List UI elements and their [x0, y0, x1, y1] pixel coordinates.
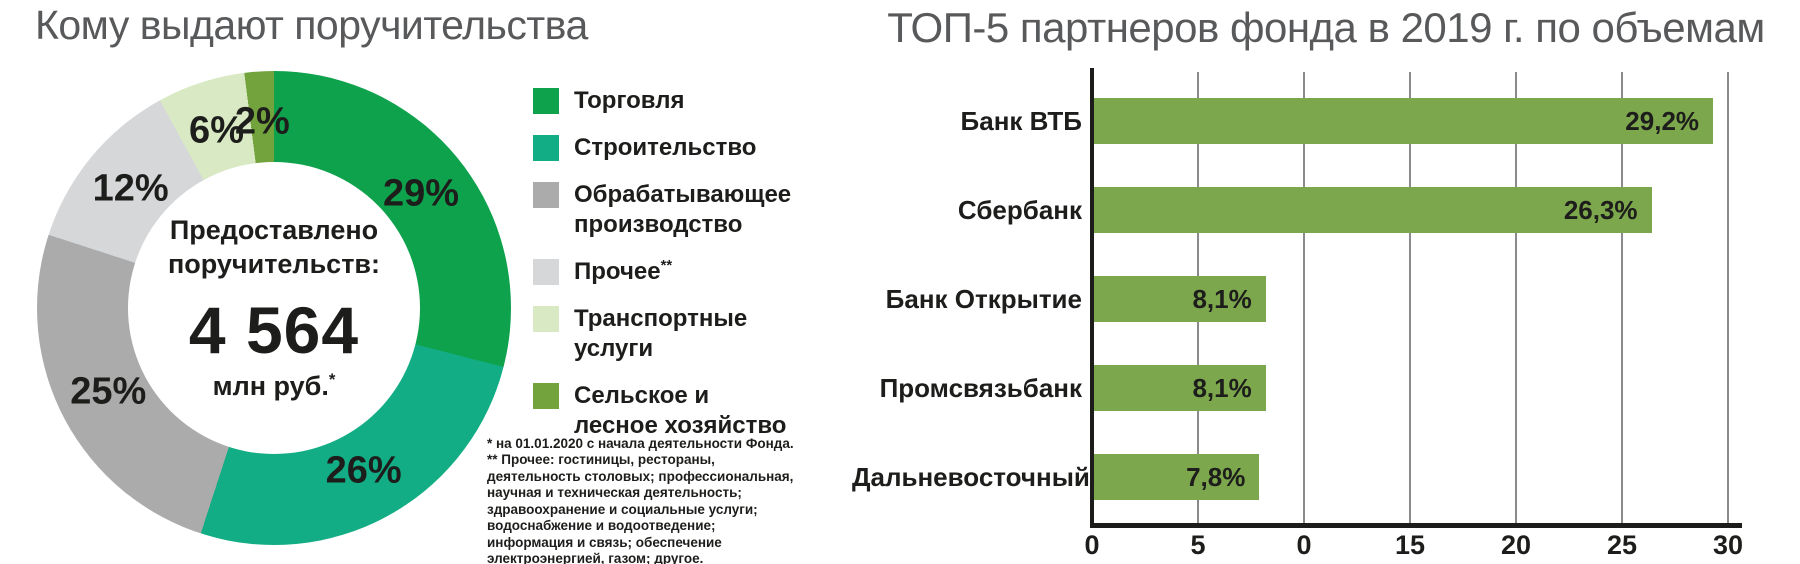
bar: 8,1% — [1094, 276, 1266, 322]
x-axis-tick-label: 0 — [1084, 530, 1100, 560]
x-axis-tick-label: 0 — [1296, 530, 1312, 560]
legend-item-label: Сельское и лесное хозяйство — [574, 382, 787, 439]
gridline — [1303, 72, 1305, 523]
bar-value-label: 8,1% — [1192, 284, 1252, 314]
gridline — [1515, 72, 1517, 523]
donut-chart-panel: Кому выдают поручительства Предоставлено… — [0, 0, 852, 564]
bar-value-label: 26,3% — [1563, 195, 1638, 225]
bar: 7,8% — [1094, 454, 1260, 500]
bar-value-label: 8,1% — [1192, 373, 1252, 403]
legend-color-swatch — [533, 259, 559, 285]
legend-footnote-marker: ** — [660, 258, 673, 274]
legend-item-label: Прочее** — [574, 258, 673, 285]
donut-percent-label: 25% — [70, 370, 147, 413]
donut-center-value: 4 564 — [188, 292, 360, 367]
donut-legend: Торговля Строительство Обрабатывающее прои… — [533, 86, 833, 458]
legend-item: Прочее** — [533, 257, 833, 287]
donut-center: Предоставлено поручительств: 4 564 млн р… — [128, 162, 420, 454]
x-axis-tick-label: 15 — [1394, 530, 1426, 560]
donut-percent-label: 12% — [92, 167, 169, 210]
bar: 8,1% — [1094, 365, 1266, 411]
donut-chart-title: Кому выдают поручительства — [35, 2, 588, 48]
donut-percent-label: 26% — [325, 449, 402, 492]
legend-item: Транспортные услуги — [533, 304, 833, 364]
bar-category-label: Промсвязьбанк — [879, 373, 1082, 403]
bar-category-label: Банк ВТБ — [960, 106, 1082, 136]
bar-chart-title: ТОП-5 партнеров фонда в 2019 г. по объем… — [887, 4, 1765, 51]
donut-center-caption: Предоставлено поручительств: — [167, 215, 381, 279]
donut-percent-label: 2% — [234, 100, 290, 143]
donut-chart: Предоставлено поручительств: 4 564 млн р… — [37, 71, 511, 545]
footnote-text: * на 01.01.2020 с начала деятельности Фо… — [487, 436, 794, 564]
bar-value-label: 7,8% — [1186, 462, 1246, 492]
bar-category-label: Банк Открытие — [885, 284, 1082, 314]
x-axis-tick-label: 20 — [1500, 530, 1532, 560]
donut-unit-footnote-marker: * — [328, 369, 336, 389]
legend-item: Обрабатывающее производство — [533, 180, 833, 240]
legend-item-label: Строительство — [574, 134, 757, 161]
legend-item: Торговля — [533, 86, 833, 116]
legend-color-swatch — [533, 135, 559, 161]
legend-color-swatch — [533, 306, 559, 332]
bar: 26,3% — [1094, 187, 1652, 233]
legend-item: Строительство — [533, 133, 833, 163]
donut-unit-text: млн руб. — [212, 370, 329, 401]
y-axis-line — [1090, 68, 1094, 528]
legend-item-label: Транспортные услуги — [574, 305, 748, 362]
x-axis-tick-label: 5 — [1190, 530, 1206, 560]
bar: 29,2% — [1094, 98, 1714, 144]
bar-category-label: Сбербанк — [957, 195, 1082, 225]
legend-item-label: Торговля — [574, 87, 685, 114]
gridline — [1727, 72, 1729, 523]
donut-percent-label: 6% — [189, 109, 244, 152]
x-axis-tick-label: 25 — [1606, 530, 1638, 560]
gridline — [1621, 72, 1623, 523]
x-axis-line — [1090, 523, 1742, 528]
legend-item: Сельское и лесное хозяйство — [533, 381, 833, 441]
bar-category-label: Дальневосточный — [852, 462, 1090, 492]
bar-chart-panel: ТОП-5 партнеров фонда в 2019 г. по объем… — [852, 0, 1800, 564]
legend-color-swatch — [533, 88, 559, 114]
legend-color-swatch — [533, 383, 559, 409]
x-axis-tick-label: 30 — [1712, 530, 1744, 560]
legend-color-swatch — [533, 182, 559, 208]
bar-value-label: 29,2% — [1625, 106, 1700, 136]
donut-percent-label: 29% — [382, 172, 459, 215]
gridline — [1409, 72, 1411, 523]
legend-item-label: Обрабатывающее производство — [574, 181, 792, 238]
donut-center-unit: млн руб.* — [213, 370, 336, 402]
